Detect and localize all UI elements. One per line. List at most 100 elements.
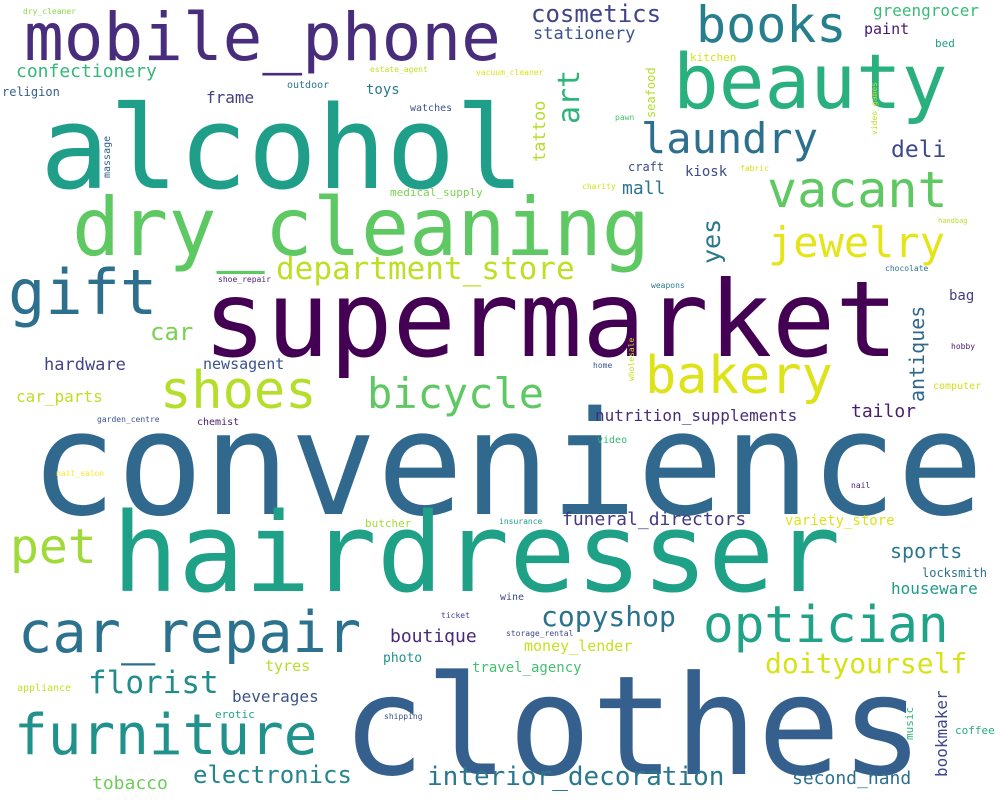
word-video: video	[597, 435, 628, 446]
word-laundry: laundry	[641, 114, 819, 163]
word-video-games: video_games	[870, 82, 879, 135]
word-pawn: pawn	[615, 113, 635, 122]
word-computer: computer	[933, 381, 982, 392]
word-fabric: fabric	[740, 164, 769, 173]
word-florist: florist	[88, 665, 219, 701]
word-antiques: antiques	[905, 305, 929, 402]
word-tobacco: tobacco	[92, 773, 168, 794]
word-hobby: hobby	[951, 342, 976, 351]
word-wholesale: wholesale	[627, 337, 636, 381]
word-supermarket: supermarket	[203, 259, 899, 381]
word-houseware: houseware	[891, 579, 978, 598]
word-charity: charity	[582, 182, 616, 191]
word-nail: nail	[851, 481, 871, 490]
word-religion: religion	[2, 85, 60, 99]
word-bed: bed	[935, 37, 955, 50]
word-bicycle: bicycle	[367, 369, 545, 418]
word-storage-rental: storage_rental	[506, 629, 574, 638]
word-mall: mall	[622, 178, 666, 199]
word-tattoo: tattoo	[530, 100, 550, 162]
word-boutique: boutique	[390, 626, 477, 647]
word-bag: bag	[949, 288, 975, 304]
word-shipping: shipping	[384, 712, 423, 721]
word-kitchen: kitchen	[690, 51, 737, 64]
word-deli: deli	[891, 137, 947, 163]
word-clothes: clothes	[342, 646, 924, 800]
word-travel-agency: travel_agency	[472, 660, 582, 676]
word-coffee: coffee	[955, 724, 995, 737]
word-funeral-directors: funeral_directors	[562, 509, 747, 530]
word-dry-cleaner: dry_cleaner	[23, 7, 76, 16]
word-dry-cleaning: dry_cleaning	[72, 181, 650, 274]
word-electronics: electronics	[193, 761, 352, 789]
word-department-store: department_store	[276, 251, 575, 287]
word-mobile-phone: mobile_phone	[24, 0, 501, 76]
word-beverages: beverages	[232, 687, 319, 706]
word-jewelry: jewelry	[768, 218, 946, 267]
word-vacuum-cleaner: vacuum_cleaner	[476, 68, 544, 77]
word-erotic: erotic	[215, 708, 255, 721]
word-sports: sports	[890, 539, 963, 563]
word-optician: optician	[703, 596, 949, 655]
word-handbag: handbag	[938, 217, 968, 225]
word-furniture: furniture	[14, 703, 318, 768]
word-music: music	[903, 706, 916, 740]
word-car-parts: car_parts	[16, 387, 103, 406]
word-tailor: tailor	[851, 401, 917, 422]
word-ticket: ticket	[441, 611, 470, 620]
word-locksmith: locksmith	[922, 566, 988, 580]
word-butcher: butcher	[365, 517, 412, 530]
word-home: home	[593, 361, 613, 370]
word-watches: watches	[410, 103, 453, 114]
word-pet: pet	[10, 519, 97, 575]
word-kiosk: kiosk	[685, 164, 728, 180]
word-bookmaker: bookmaker	[932, 690, 951, 777]
word-second-hand: second_hand	[792, 768, 912, 789]
word-money-lender: money_lender	[524, 637, 633, 655]
word-chemist: chemist	[197, 417, 240, 428]
word-copyshop: copyshop	[541, 600, 676, 633]
word-gift: gift	[8, 256, 158, 329]
word-variety-store: variety_store	[785, 513, 895, 529]
word-interior-decoration: interior_decoration	[427, 762, 725, 792]
word-books: books	[696, 0, 847, 54]
word-craft: craft	[628, 160, 665, 174]
word-hairdresser: hairdresser	[112, 489, 841, 617]
word-garden-centre: garden_centre	[97, 415, 160, 424]
word-vacant: vacant	[767, 161, 948, 219]
word-shoes: shoes	[160, 361, 317, 421]
word-doityourself: doityourself	[765, 647, 968, 680]
word-shoe-repair: shoe_repair	[218, 275, 271, 284]
word-tyres: tyres	[265, 657, 311, 675]
word-yes: yes	[697, 218, 726, 264]
word-toys: toys	[366, 82, 400, 98]
word-massage: massage	[102, 135, 113, 178]
word-estate-agent: estate_agent	[370, 65, 428, 74]
word-seafood: seafood	[644, 67, 658, 118]
word-newsagent: newsagent	[203, 355, 285, 373]
word-greengrocer: greengrocer	[873, 1, 979, 20]
word-alcohol: alcohol	[40, 82, 525, 216]
word-nail-salon: nail_salon	[56, 469, 105, 478]
word-car-repair: car_repair	[18, 600, 362, 666]
word-photo: photo	[383, 651, 423, 666]
word-confectionery: confectionery	[16, 61, 157, 82]
word-beauty: beauty	[673, 37, 948, 126]
word-hardware: hardware	[44, 355, 126, 375]
word-convenience: convenience	[30, 380, 984, 548]
word-weapons: weapons	[651, 281, 685, 290]
word-frame: frame	[206, 88, 255, 107]
word-stationery: stationery	[533, 24, 636, 44]
word-cosmetics: cosmetics	[531, 0, 662, 28]
word-nutrition-supplements: nutrition_supplements	[595, 406, 798, 425]
word-medical-supply: medical_supply	[390, 186, 483, 199]
word-wine: wine	[500, 592, 525, 603]
word-bakery: bakery	[645, 346, 833, 406]
word-appliance: appliance	[17, 683, 72, 694]
word-car: car	[150, 318, 194, 346]
word-art: art	[552, 69, 587, 124]
word-insurance: insurance	[499, 517, 543, 526]
word-paint: paint	[864, 20, 910, 38]
word-chocolate: chocolate	[885, 264, 929, 273]
